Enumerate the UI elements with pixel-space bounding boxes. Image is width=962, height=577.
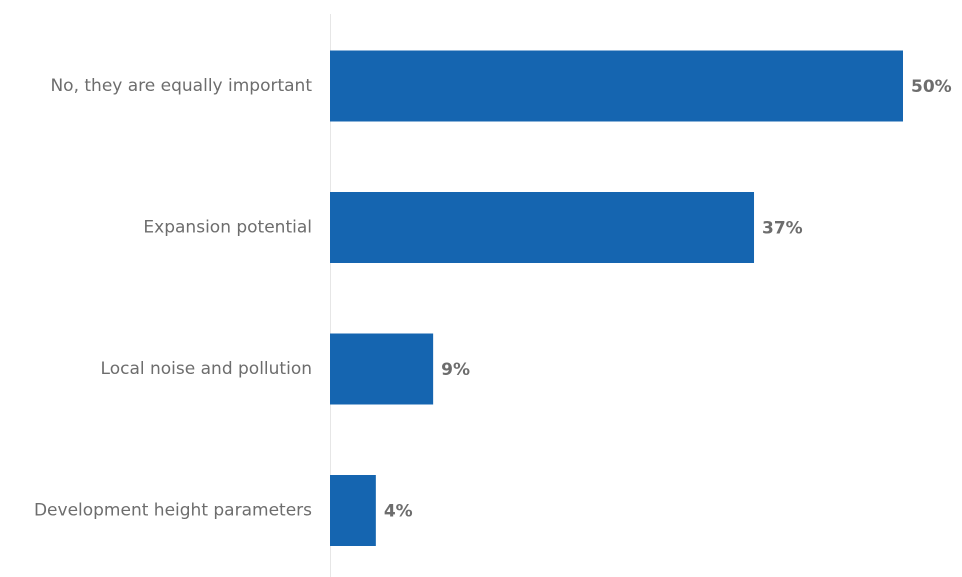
bar (330, 192, 755, 263)
value-label: 50% (911, 77, 952, 97)
value-label: 4% (384, 502, 413, 522)
category-label: No, they are equally important (50, 76, 312, 96)
category-label: Development height parameters (34, 501, 312, 521)
labels-layer: No, they are equally important 50% Expansi… (34, 76, 952, 522)
category-label: Expansion potential (143, 218, 312, 238)
category-label: Local noise and pollution (101, 359, 312, 379)
bar (330, 50, 903, 122)
value-label: 37% (762, 219, 803, 239)
value-label: 9% (441, 360, 470, 380)
bar (330, 475, 376, 546)
bar (330, 333, 434, 405)
bars-layer (330, 50, 903, 546)
